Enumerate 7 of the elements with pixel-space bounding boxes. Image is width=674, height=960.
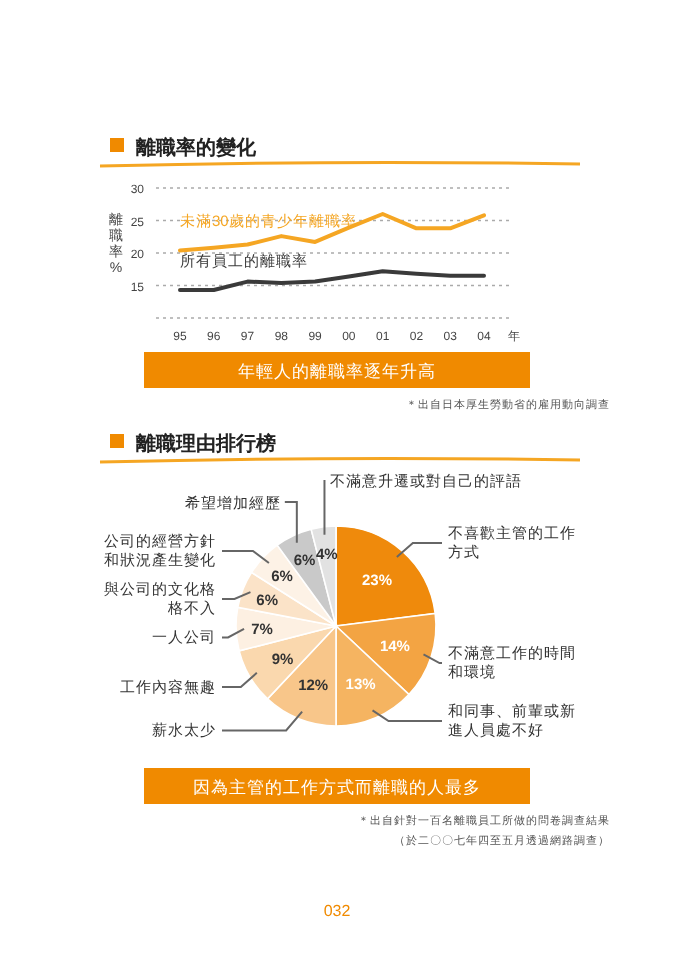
chart-title: 離職理由排行榜 xyxy=(134,432,276,456)
text: 年輕人的離職率逐年升高 xyxy=(238,361,436,381)
line-series xyxy=(178,269,486,293)
line-series xyxy=(178,212,486,253)
chart-title: 離職率的變化 xyxy=(134,136,258,160)
text: 032 xyxy=(323,902,352,920)
text: 因為主管的工作方式而離職的人最多 xyxy=(193,777,481,797)
